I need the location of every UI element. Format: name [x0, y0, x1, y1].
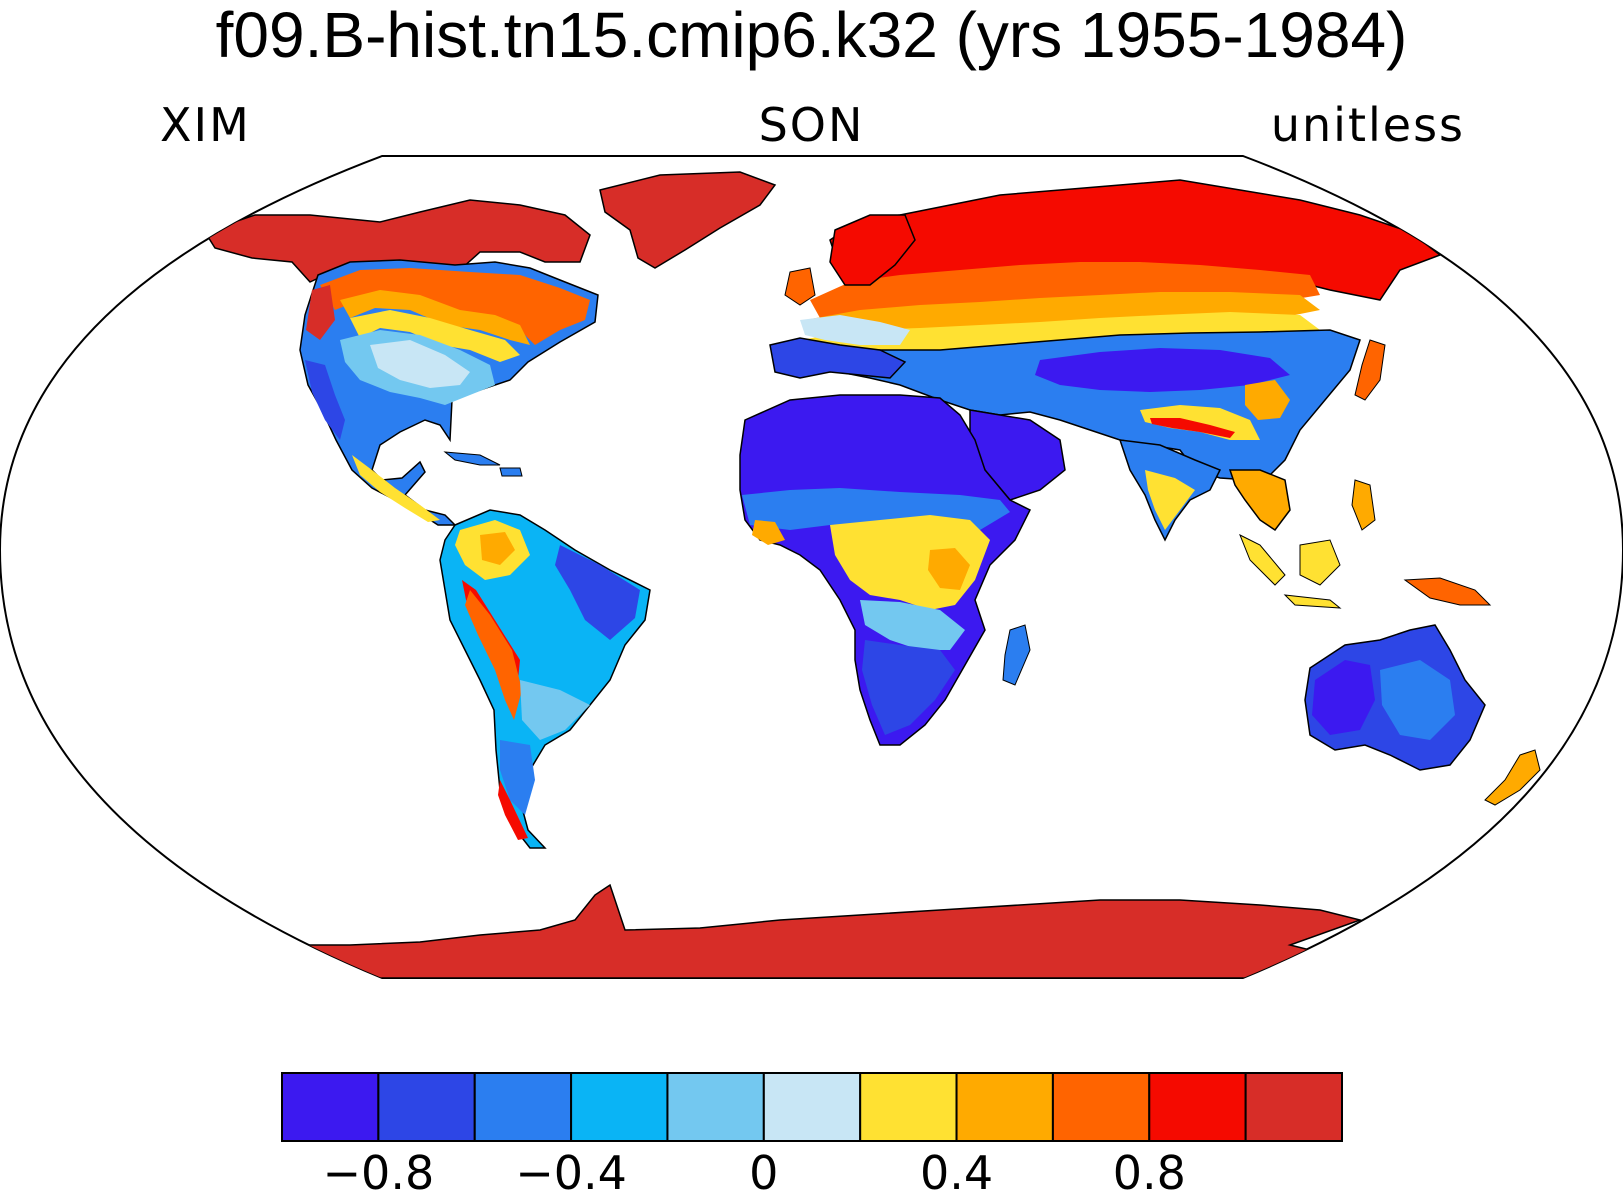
- colorbar-tick-label: 0.4: [919, 1146, 994, 1200]
- units-label: unitless: [1270, 98, 1465, 152]
- colorbar-swatch: [473, 1072, 573, 1142]
- new-guinea: [1403, 577, 1492, 606]
- sa-northeast-dark: [555, 545, 640, 640]
- north-america-arctic: [203, 199, 591, 302]
- colorbar-swatch: [281, 1072, 380, 1142]
- colorbar-swatch: [955, 1072, 1054, 1142]
- na-warm-band: [340, 290, 530, 345]
- cuba: [443, 451, 501, 466]
- colorbar: [281, 1072, 1343, 1142]
- southern-africa-dark: [862, 640, 955, 735]
- eurasia-orange: [810, 262, 1320, 318]
- colorbar-swatch: [762, 1072, 862, 1142]
- java: [1283, 594, 1342, 609]
- europe-pale: [800, 315, 910, 345]
- west-africa-orange: [752, 520, 785, 545]
- asia-dark-core: [1035, 348, 1290, 392]
- colorbar-swatch: [377, 1072, 476, 1142]
- australia-central: [1380, 660, 1455, 740]
- eurasia-amber: [805, 292, 1320, 335]
- na-yellow-band: [350, 310, 520, 362]
- patagonia-blue: [500, 740, 535, 815]
- new-zealand: [1484, 749, 1541, 806]
- land-fields: [199, 171, 1541, 978]
- west-coast-red: [306, 285, 335, 340]
- andes-orange: [465, 590, 522, 720]
- mexico-yellow: [352, 455, 440, 522]
- europe-west: [769, 337, 907, 379]
- sa-south-pale: [520, 680, 590, 740]
- colorbar-tick-label: −0.8: [322, 1146, 435, 1200]
- colorbar-swatch: [1051, 1072, 1151, 1142]
- na-interior-pale: [370, 340, 470, 388]
- australia-west-dark: [1312, 660, 1375, 735]
- india-south-yellow: [1145, 470, 1195, 530]
- colorbar-swatch: [570, 1072, 669, 1142]
- sa-amazon-orange: [480, 532, 515, 565]
- colorbar-swatch: [1244, 1072, 1343, 1142]
- philippines: [1351, 479, 1376, 531]
- variable-label: XIM: [160, 98, 251, 152]
- colorbar-tick-label: 0: [749, 1146, 779, 1200]
- colorbar-swatch: [1148, 1072, 1247, 1142]
- figure-title: f09.B-hist.tn15.cmip6.k32 (yrs 1955-1984…: [215, 0, 1408, 71]
- himalaya-red: [1150, 418, 1235, 438]
- congo-orange: [928, 548, 970, 590]
- southeast-asia: [1228, 469, 1291, 532]
- sumatra: [1239, 533, 1286, 586]
- season-label: SON: [758, 98, 865, 152]
- east-africa-pale: [860, 600, 965, 650]
- eurasia-yellow: [800, 312, 1320, 355]
- na-southwest: [305, 360, 345, 440]
- china-orange: [1245, 380, 1290, 420]
- madagascar: [1002, 624, 1031, 686]
- british-isles: [784, 267, 816, 306]
- colorbar-swatch: [859, 1072, 958, 1142]
- greenland: [599, 171, 777, 269]
- hispaniola: [499, 467, 523, 477]
- colorbar-swatch: [666, 1072, 765, 1142]
- colorbar-tick-label: −0.4: [515, 1146, 627, 1200]
- borneo: [1299, 539, 1341, 586]
- chile-red: [498, 780, 528, 840]
- colorbar-tick-label: 0.8: [1112, 1146, 1186, 1200]
- na-cold-band: [320, 268, 590, 345]
- japan: [1354, 339, 1386, 401]
- scandinavia: [829, 214, 916, 286]
- antarctica: [199, 883, 1401, 978]
